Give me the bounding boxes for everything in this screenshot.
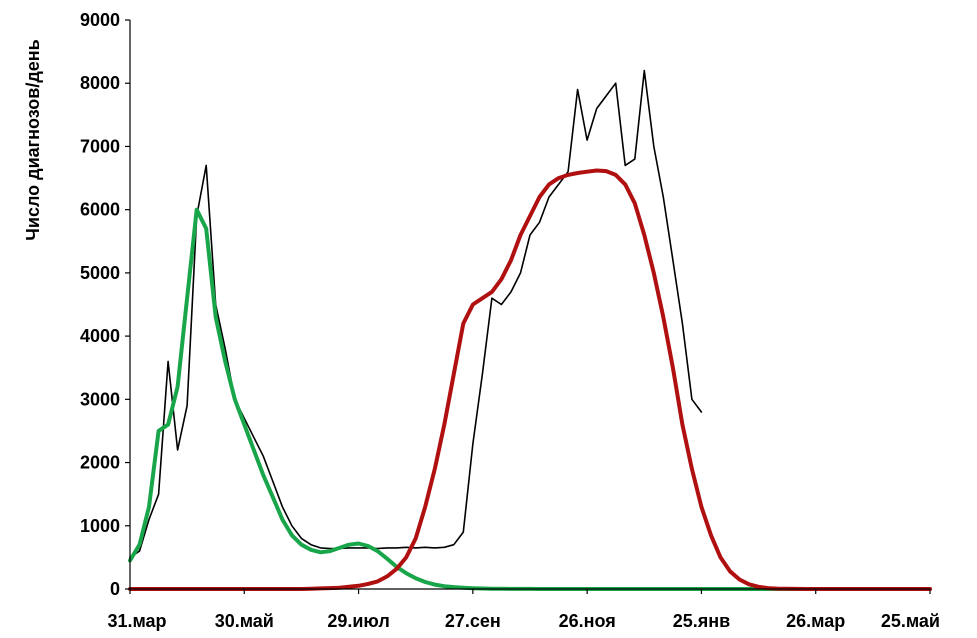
x-tick-label-7: 25.май	[881, 611, 940, 631]
series-layer	[128, 69, 932, 591]
y-tick-label-7: 7000	[80, 136, 120, 156]
y-tick-label-0: 0	[110, 579, 120, 599]
y-tick-label-9: 9000	[80, 10, 120, 30]
axes-layer: 0 1000 2000 3000 4000 5000 6000 7000 8000 9000 31.…	[80, 10, 940, 631]
x-tick-label-2: 29.июл	[327, 611, 389, 631]
series-line-0	[129, 69, 703, 559]
y-tick-label-3: 3000	[80, 389, 120, 409]
y-tick-label-4: 4000	[80, 326, 120, 346]
y-axis-title: Число диагнозов/день	[23, 39, 43, 240]
series-line-1	[128, 207, 932, 591]
y-tick-label-8: 8000	[80, 73, 120, 93]
x-tick-label-6: 26.мар	[786, 611, 845, 631]
y-tick-label-1: 1000	[80, 516, 120, 536]
x-tick-label-0: 31.мар	[107, 611, 166, 631]
y-tick-label-6: 6000	[80, 200, 120, 220]
y-tick-label-5: 5000	[80, 263, 120, 283]
x-tick-label-5: 25.янв	[673, 611, 730, 631]
series-line-2	[128, 168, 932, 591]
x-tick-label-1: 30.май	[215, 611, 274, 631]
x-tick-label-3: 27.сен	[445, 611, 501, 631]
y-tick-label-2: 2000	[80, 453, 120, 473]
x-tick-label-4: 26.ноя	[559, 611, 616, 631]
